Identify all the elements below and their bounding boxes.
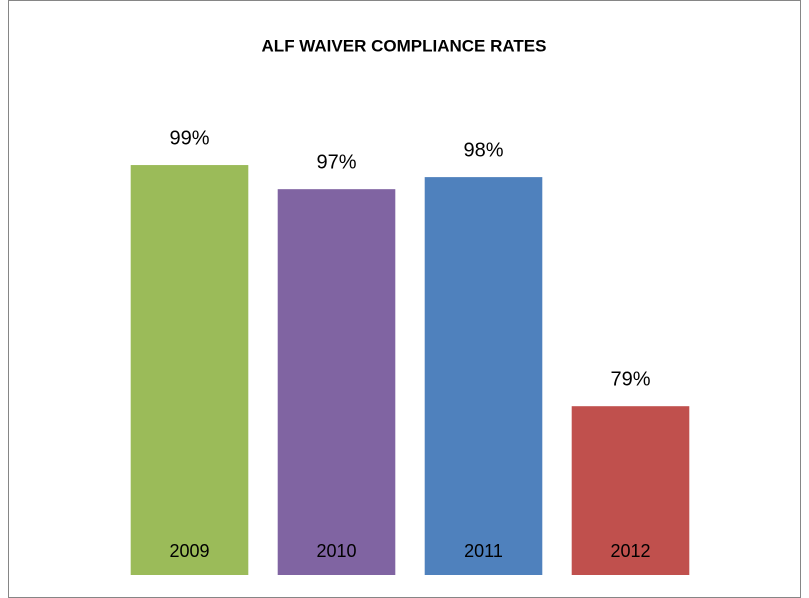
- data-label: 97%: [316, 151, 356, 173]
- data-label: 99%: [169, 127, 209, 149]
- x-tick-label: 2011: [464, 541, 503, 561]
- chart-title: ALF WAIVER COMPLIANCE RATES: [262, 36, 547, 55]
- bar: [571, 406, 690, 575]
- x-tick-label: 2010: [316, 541, 356, 561]
- bar: [277, 189, 396, 575]
- data-label: 98%: [463, 139, 503, 161]
- data-label: 79%: [610, 368, 650, 390]
- x-tick-label: 2009: [169, 541, 209, 561]
- bar: [424, 177, 543, 575]
- bar: [130, 165, 249, 576]
- x-tick-label: 2012: [610, 541, 650, 561]
